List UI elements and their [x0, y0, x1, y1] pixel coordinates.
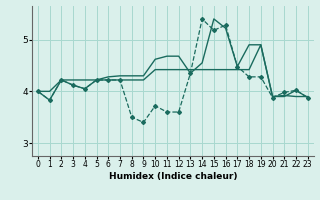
X-axis label: Humidex (Indice chaleur): Humidex (Indice chaleur): [108, 172, 237, 181]
